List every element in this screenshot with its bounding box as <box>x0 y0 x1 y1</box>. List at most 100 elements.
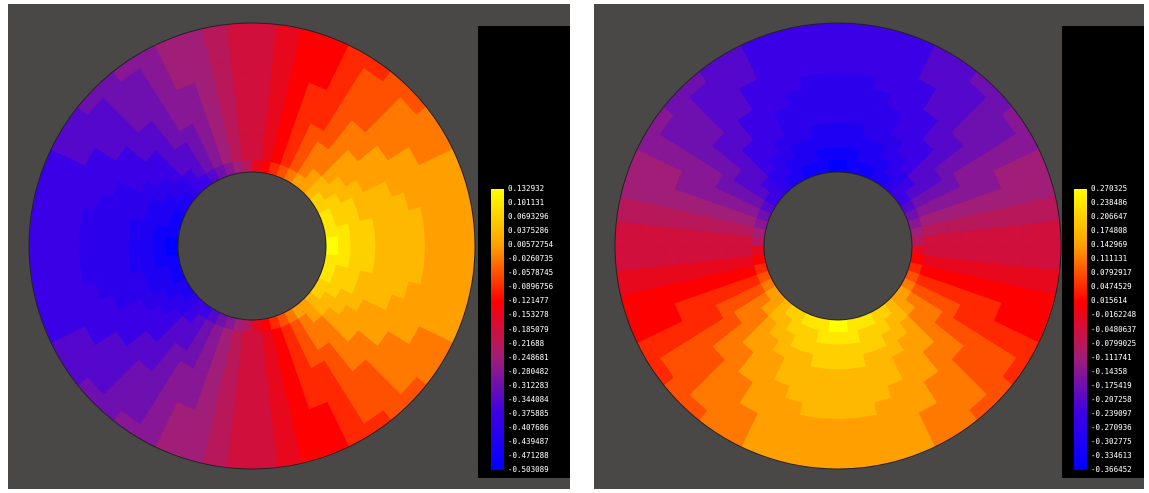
colorbar-tick-label: -0.439487 <box>508 436 549 446</box>
field-cell <box>233 393 253 408</box>
field-cell <box>651 245 667 268</box>
colorbar-tick-label: -0.366452 <box>1091 465 1132 474</box>
field-cell <box>837 417 860 433</box>
colorbar-tick-label: -0.334613 <box>1091 450 1132 460</box>
field-cell <box>251 356 267 371</box>
field-cell <box>816 59 839 75</box>
colorbar-tick-label: -0.111741 <box>1091 352 1132 362</box>
field-cell <box>823 121 839 136</box>
colorbar-tick-label: -0.239097 <box>1091 408 1132 418</box>
field-cell <box>923 234 938 247</box>
colorbar-tick-label: -0.0578745 <box>508 268 554 278</box>
field-cell <box>821 380 839 395</box>
field-cell <box>251 405 272 420</box>
field-cell <box>664 226 679 247</box>
field-cell <box>103 245 118 263</box>
colorbar-tick-label: -0.0799025 <box>1091 338 1137 348</box>
colorbar-tick-label: -0.14358 <box>1091 366 1128 376</box>
field-cell <box>251 430 275 445</box>
field-cell <box>689 245 704 263</box>
field-cell <box>90 227 105 247</box>
field-cell <box>837 356 853 371</box>
field-cell <box>65 224 81 247</box>
field-cell <box>239 134 253 149</box>
field-cell <box>230 59 253 75</box>
right-plot-panel: 0.270325 0.238486 0.206647 0.174808 0.142969… <box>594 4 1144 489</box>
field-cell <box>1022 223 1037 247</box>
field-cell <box>53 223 68 247</box>
field-cell <box>819 84 839 99</box>
field-cell <box>822 109 839 124</box>
field-cell <box>251 454 278 470</box>
field-cell <box>374 230 389 247</box>
field-cell <box>337 245 352 258</box>
field-cell <box>232 405 253 420</box>
field-cell <box>103 229 118 247</box>
field-cell <box>1034 222 1049 247</box>
field-cell <box>651 224 667 247</box>
annulus-field-plot <box>614 22 1062 470</box>
field-cell <box>837 84 857 99</box>
field-cell <box>837 121 853 136</box>
field-cell <box>251 134 265 149</box>
colorbar-tick-label: -0.0260735 <box>508 254 554 264</box>
field-cell <box>90 245 105 265</box>
colorbar-tick-label: -0.121477 <box>508 296 549 306</box>
field-cell <box>235 380 253 395</box>
field-cell <box>664 245 679 266</box>
colorbar-tick-label: -0.0896756 <box>508 282 554 292</box>
field-cell <box>337 234 352 247</box>
field-cell <box>814 35 839 50</box>
field-cell <box>997 226 1012 247</box>
field-cell <box>251 97 269 112</box>
field-cell <box>837 22 864 38</box>
field-cell <box>251 22 278 38</box>
field-cell <box>1034 245 1049 270</box>
field-cell <box>1009 245 1025 268</box>
field-cell <box>837 319 849 333</box>
field-cell <box>232 72 253 87</box>
field-cell <box>460 245 476 272</box>
field-cell <box>812 135 828 150</box>
colorbar-tick-label: -0.270936 <box>1091 422 1132 432</box>
field-cell <box>814 442 839 457</box>
annulus-field-plot <box>28 22 476 470</box>
field-cell <box>41 222 56 247</box>
field-cell <box>837 59 860 75</box>
field-cell <box>1046 245 1062 272</box>
field-cell <box>1022 245 1037 269</box>
field-cell <box>251 343 265 358</box>
field-cell <box>923 245 938 258</box>
colorbar-tick-label: -0.0162248 <box>1091 310 1137 320</box>
field-cell <box>386 245 401 263</box>
field-cell <box>997 245 1012 266</box>
field-cell <box>819 393 839 408</box>
colorbar-tick-label: 0.174808 <box>1091 226 1128 236</box>
colorbar-tick-label: -0.302775 <box>1091 436 1132 446</box>
field-cell <box>960 245 975 262</box>
colorbar-tick-label: -0.185079 <box>508 324 549 334</box>
field-cell <box>237 356 253 371</box>
left-plot-panel: 0.132932 0.101131 0.0693296 0.0375286 0.0057… <box>8 4 570 489</box>
field-cell <box>411 226 426 247</box>
field-cell <box>448 245 463 270</box>
colorbar <box>491 189 504 470</box>
field-cell <box>229 47 253 62</box>
field-cell <box>115 245 130 262</box>
field-cell <box>349 245 364 259</box>
colorbar-tick-label: 0.132932 <box>508 184 545 193</box>
field-cell <box>826 146 839 161</box>
field-cell <box>837 146 850 161</box>
colorbar-tick-label: -0.175419 <box>1091 380 1132 390</box>
field-cell <box>727 256 742 272</box>
field-cell <box>676 227 691 247</box>
field-cell <box>815 430 839 445</box>
colorbar-tick-label: -0.503089 <box>508 465 549 474</box>
field-cell <box>226 454 253 470</box>
field-cell <box>348 220 363 236</box>
field-cell <box>822 368 839 383</box>
field-cell <box>251 35 276 50</box>
field-cell <box>251 417 274 433</box>
field-cell <box>960 230 975 247</box>
field-cell <box>374 245 389 262</box>
